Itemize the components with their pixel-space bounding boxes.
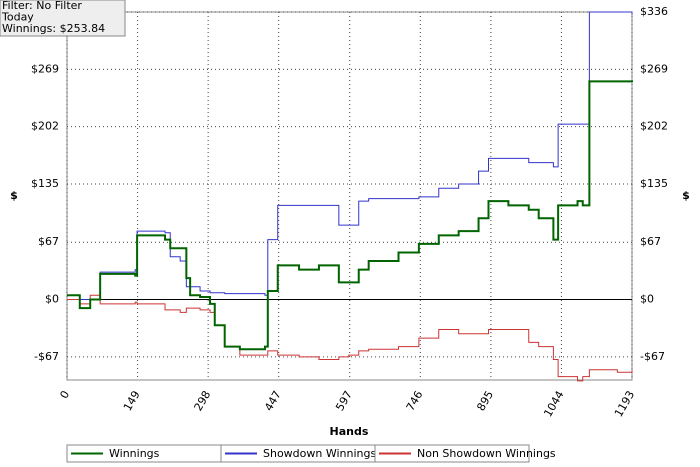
y-tick-label: $202 — [31, 120, 59, 133]
series-line — [67, 294, 633, 382]
series-line — [67, 11, 633, 301]
y2-tick-label: -$67 — [640, 350, 665, 363]
y-tick-label: $269 — [31, 62, 59, 75]
info-text: Winnings: $253.84 — [2, 22, 105, 35]
y2-tick-label: $202 — [640, 120, 668, 133]
y2-tick-label: $67 — [640, 235, 661, 248]
info-text: Filter: No Filter — [2, 0, 82, 12]
y-tick-label: $135 — [31, 177, 59, 190]
legend-label: Winnings — [109, 447, 160, 460]
y2-axis-label: $ — [682, 189, 690, 202]
y-tick-label: -$67 — [34, 350, 59, 363]
y2-tick-label: $0 — [640, 293, 654, 306]
legend-cell — [374, 444, 530, 463]
x-axis-label: Hands — [330, 425, 369, 438]
info-text: Today — [1, 11, 34, 24]
y2-tick-label: $135 — [640, 177, 668, 190]
legend-label: Showdown Winnings — [263, 447, 377, 460]
info-box — [0, 0, 126, 37]
legend-label: Non Showdown Winnings — [417, 447, 556, 460]
y-tick-label: $67 — [38, 235, 59, 248]
y2-tick-label: $336 — [640, 5, 668, 18]
y-tick-label: $0 — [45, 293, 59, 306]
y2-tick-label: $269 — [640, 62, 668, 75]
y-axis-label: $ — [10, 189, 18, 202]
series-line — [67, 80, 633, 351]
